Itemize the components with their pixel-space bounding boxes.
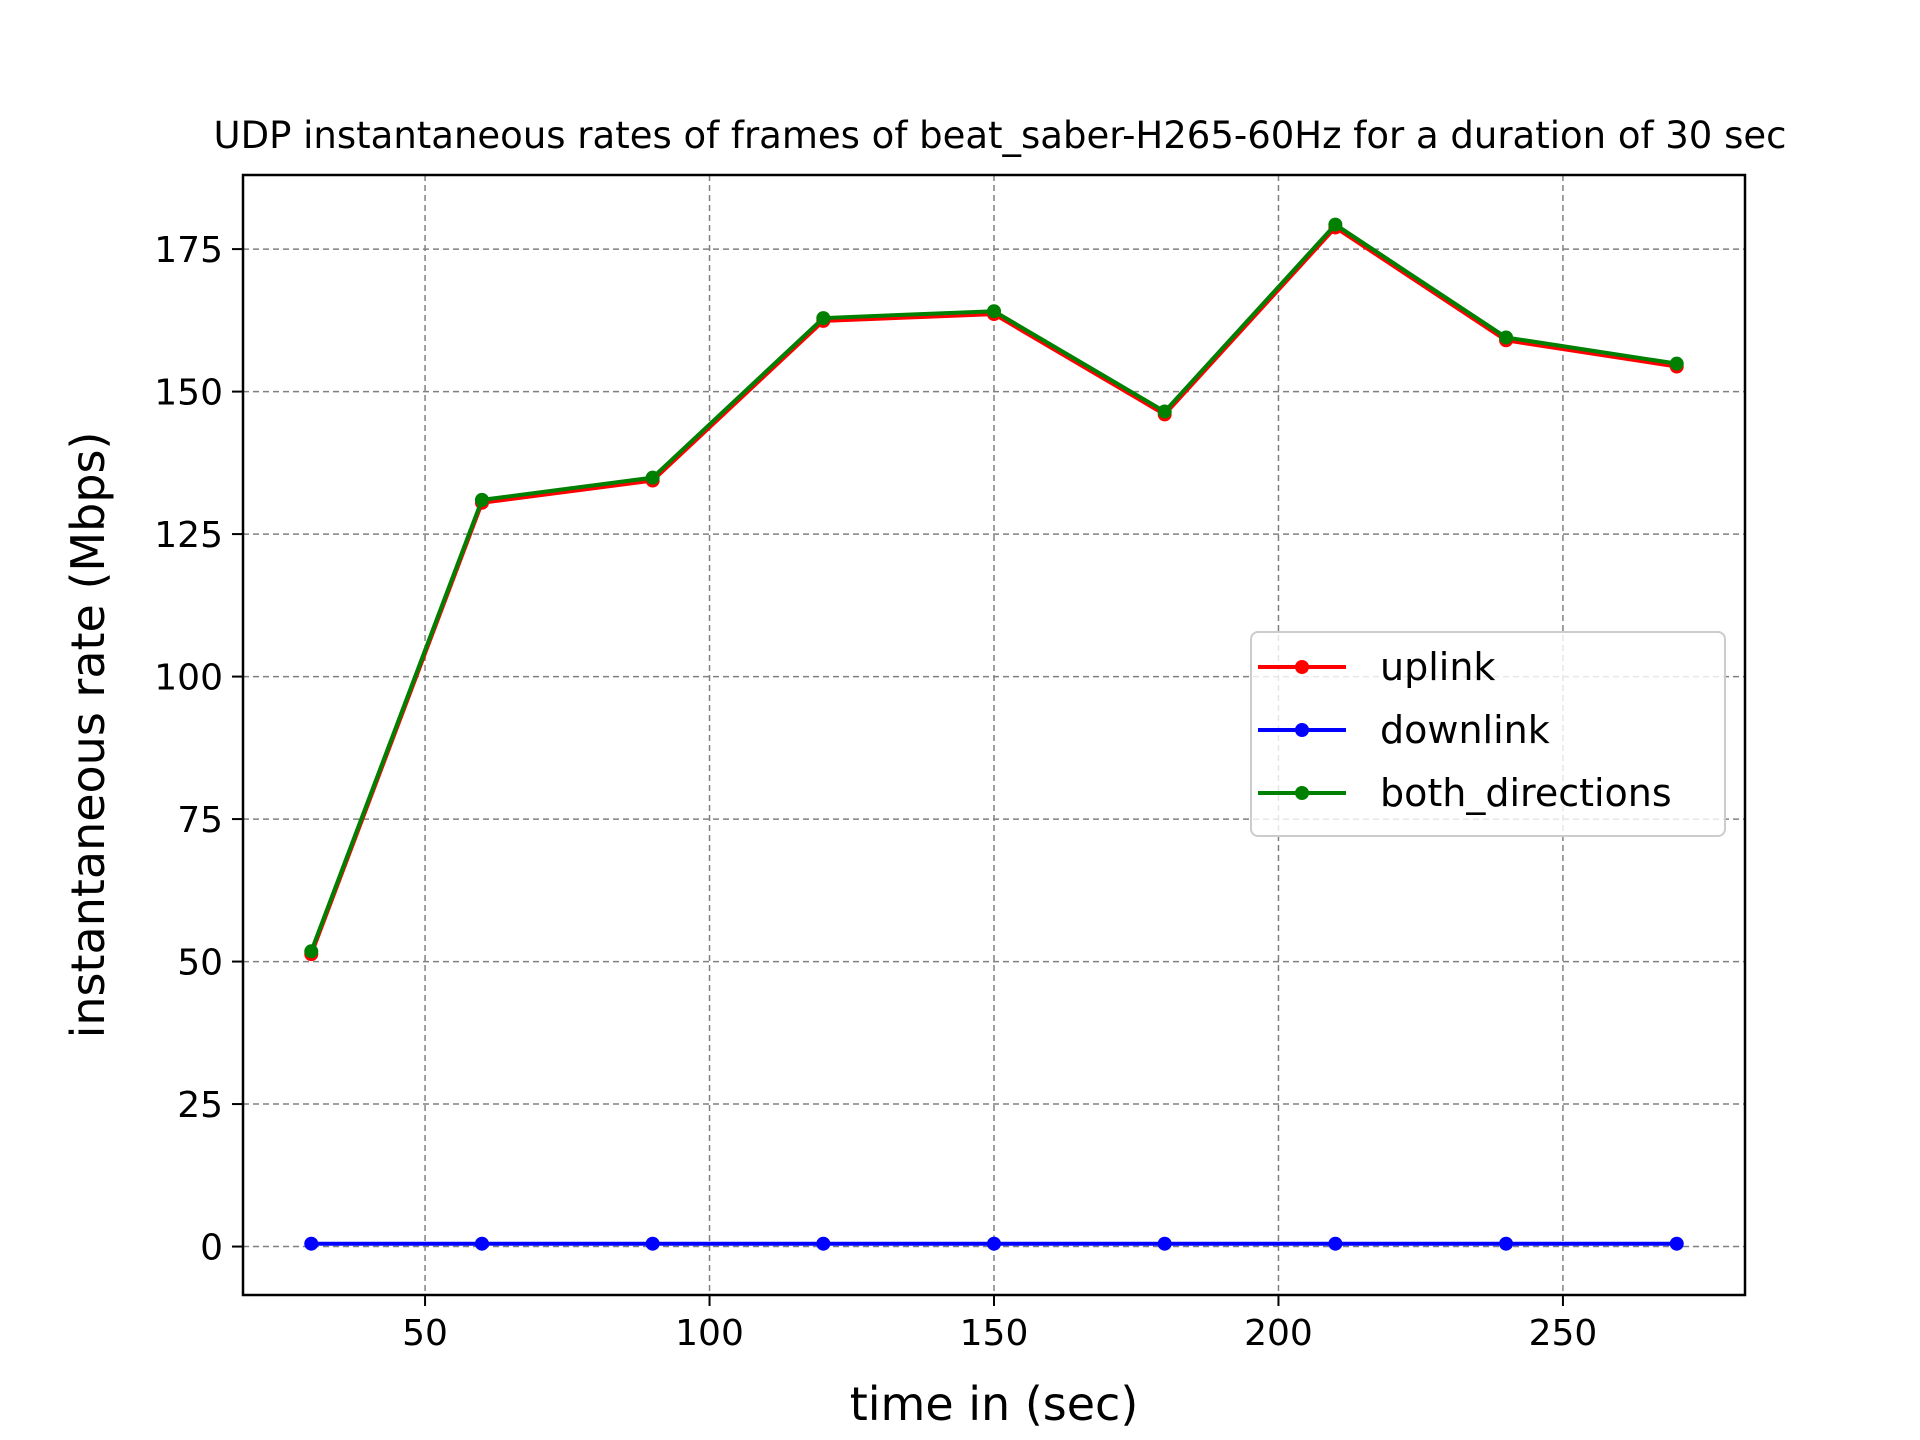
x-axis-label: time in (sec) [850, 1377, 1139, 1431]
legend: uplink downlink both_directions [1250, 631, 1726, 837]
legend-label: downlink [1380, 708, 1550, 752]
y-tick-label: 75 [177, 800, 223, 841]
data-point-both_directions [816, 311, 831, 326]
data-point-both_directions [987, 304, 1001, 319]
legend-item-uplink: uplink [1258, 645, 1495, 689]
y-tick-label: 25 [177, 1085, 223, 1126]
series-downlink [304, 1236, 1684, 1251]
series-layer [304, 217, 1684, 1251]
legend-marker [1295, 786, 1309, 800]
y-tick-label: 150 [154, 373, 223, 414]
legend-label: uplink [1380, 645, 1495, 689]
x-tick-label: 50 [402, 1313, 448, 1354]
legend-label: both_directions [1380, 771, 1672, 815]
chart-title: UDP instantaneous rates of frames of bea… [214, 114, 1787, 157]
data-point-both_directions [1669, 356, 1684, 371]
data-point-both_directions [1157, 404, 1172, 419]
legend-marker [1295, 723, 1309, 737]
y-tick-label: 175 [154, 230, 223, 271]
legend-marker [1295, 660, 1309, 674]
legend-item-both_directions: both_directions [1258, 771, 1672, 815]
data-point-downlink [1669, 1236, 1684, 1251]
x-tick-label: 250 [1529, 1313, 1598, 1354]
data-point-downlink [474, 1236, 489, 1251]
data-point-downlink [304, 1236, 319, 1251]
y-tick-label: 0 [200, 1228, 223, 1269]
x-tick-label: 200 [1244, 1313, 1313, 1354]
legend-item-downlink: downlink [1258, 708, 1550, 752]
data-point-downlink [816, 1236, 831, 1251]
data-point-downlink [987, 1236, 1001, 1251]
legend-box [1250, 631, 1726, 837]
series-both_directions [304, 217, 1684, 959]
data-point-both_directions [1499, 330, 1514, 345]
data-point-both_directions [304, 944, 319, 959]
x-tick-label: 150 [960, 1313, 1029, 1354]
x-tick-label: 100 [675, 1313, 744, 1354]
data-point-both_directions [1328, 217, 1343, 232]
y-tick-label: 125 [154, 515, 223, 556]
y-tick-label: 100 [154, 658, 223, 699]
data-point-downlink [1328, 1236, 1343, 1251]
data-point-both_directions [645, 470, 660, 485]
data-point-downlink [645, 1236, 660, 1251]
y-tick-label: 50 [177, 943, 223, 984]
axis-ticks: 50 100 150 200 250 0 25 50 75 100 125 150 175 [154, 230, 1597, 1354]
data-point-downlink [1157, 1236, 1172, 1251]
data-point-downlink [1499, 1236, 1514, 1251]
data-point-both_directions [474, 492, 489, 507]
y-axis-label: instantaneous rate (Mbps) [61, 432, 115, 1039]
